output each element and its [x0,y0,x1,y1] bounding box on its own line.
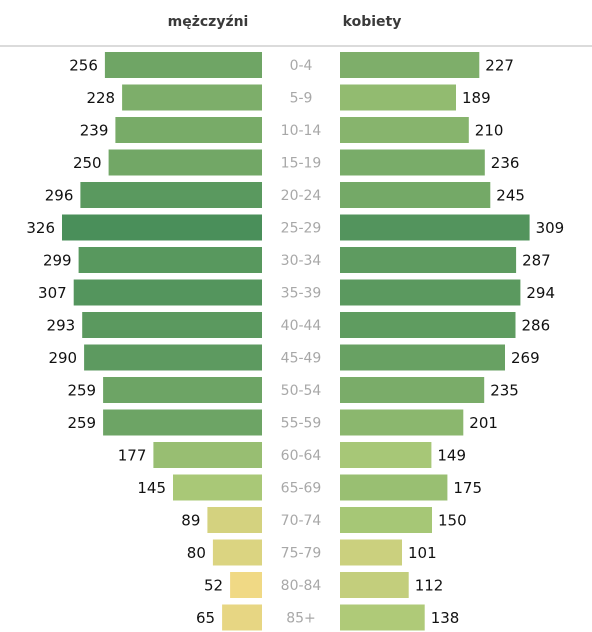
female-value-label: 286 [522,317,551,335]
male-bar [78,247,262,273]
age-group-label: 85+ [286,611,316,627]
age-group-label: 60-64 [281,448,322,464]
female-value-label: 175 [453,479,482,497]
age-group-label: 5-9 [290,91,313,107]
right-header: kobiety [343,14,402,30]
male-value-label: 296 [45,187,74,205]
female-value-label: 235 [490,382,519,400]
age-group-label: 50-54 [281,383,322,399]
female-bar [340,247,517,273]
female-value-label: 269 [511,349,540,367]
male-bar [80,182,263,208]
male-bar [104,52,263,78]
female-bar [340,214,530,241]
left-header: mężczyźni [168,14,249,30]
age-group-label: 75-79 [281,546,322,562]
age-group-label: 30-34 [281,253,322,269]
female-value-label: 210 [475,122,504,140]
female-value-label: 245 [496,187,525,205]
male-value-label: 259 [67,382,96,400]
male-value-label: 80 [187,544,206,562]
female-value-label: 236 [491,154,520,172]
age-group-label: 35-39 [281,286,322,302]
female-value-label: 294 [526,284,555,302]
female-bar [340,52,480,78]
female-value-label: 309 [536,219,565,237]
age-group-label: 80-84 [281,578,322,594]
male-value-label: 52 [204,577,223,595]
female-bar [340,182,491,208]
male-value-label: 89 [181,512,200,530]
male-value-label: 259 [67,414,96,432]
male-bar [153,442,262,468]
female-bar [340,572,409,598]
female-value-label: 201 [469,414,498,432]
female-value-label: 189 [462,89,491,107]
age-group-label: 15-19 [281,156,322,172]
female-bar [340,279,521,306]
female-bar [340,84,456,111]
female-bar [340,344,505,371]
male-bar [82,312,262,338]
age-group-label: 45-49 [281,351,322,367]
male-value-label: 177 [118,447,147,465]
male-bar [230,572,262,598]
male-bar [108,149,262,176]
male-value-label: 239 [80,122,109,140]
female-value-label: 227 [485,57,514,75]
female-bar [340,377,485,403]
male-value-label: 293 [47,317,76,335]
male-bar [222,604,262,631]
age-group-label: 40-44 [281,318,322,334]
male-bar [103,377,262,403]
male-bar [73,279,262,306]
male-value-label: 256 [69,57,98,75]
male-value-label: 228 [86,89,115,107]
female-value-label: 138 [431,609,460,627]
female-bar [340,409,464,436]
female-value-label: 149 [437,447,466,465]
age-group-label: 25-29 [281,221,322,237]
male-value-label: 145 [137,479,166,497]
male-bar [212,539,262,566]
age-group-label: 55-59 [281,416,322,432]
female-bar [340,539,402,566]
female-bar [340,442,432,468]
female-bar [340,507,432,533]
age-group-label: 65-69 [281,481,322,497]
male-bar [122,84,262,111]
male-value-label: 307 [38,284,67,302]
male-bar [207,507,262,533]
male-value-label: 290 [48,349,77,367]
female-value-label: 101 [408,544,437,562]
female-bar [340,604,425,631]
female-value-label: 150 [438,512,467,530]
female-bar [340,149,485,176]
male-value-label: 65 [196,609,215,627]
male-value-label: 250 [73,154,102,172]
female-value-label: 287 [522,252,551,270]
male-value-label: 299 [43,252,72,270]
female-bar [340,117,469,143]
age-group-label: 0-4 [290,58,313,74]
female-value-label: 112 [415,577,444,595]
male-bar [103,409,262,436]
male-bar [115,117,263,143]
female-bar [340,312,516,338]
age-group-label: 10-14 [281,123,322,139]
age-group-label: 70-74 [281,513,322,529]
male-bar [173,474,262,501]
male-value-label: 326 [26,219,55,237]
age-group-label: 20-24 [281,188,322,204]
female-bar [340,474,448,501]
male-bar [84,344,262,371]
male-bar [62,214,262,241]
